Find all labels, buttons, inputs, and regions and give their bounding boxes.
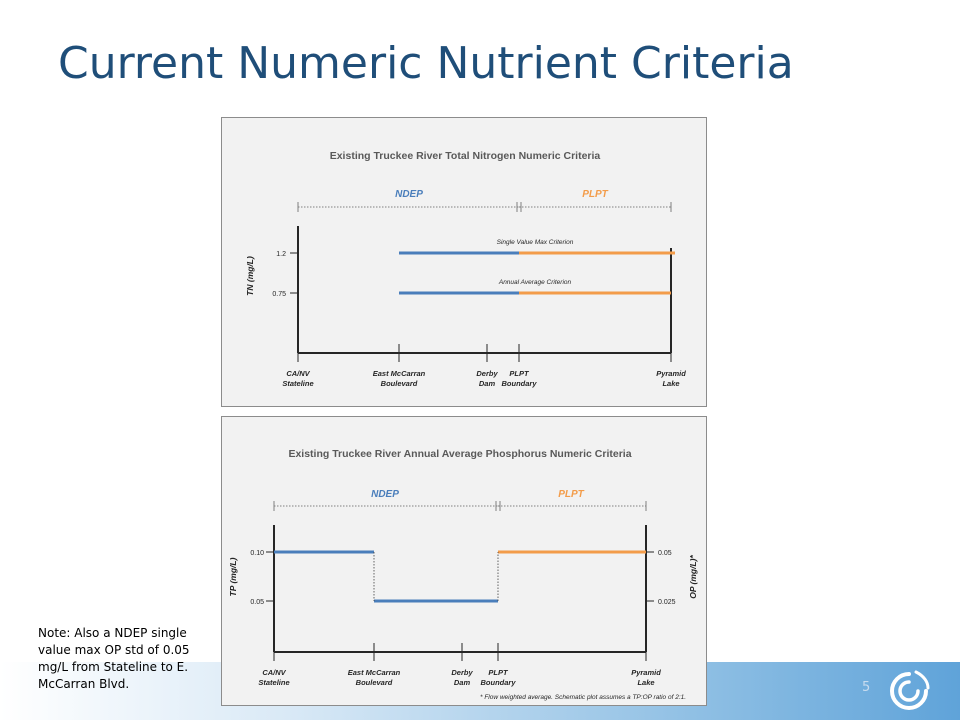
tp-y2-axis-label: OP (mg/L)*: [688, 555, 698, 599]
tn-xtick-label-4: PLPT Boundary: [501, 369, 537, 388]
tp-xtick-label-2: East McCarran Boulevard: [348, 668, 401, 687]
tp-y-axis-label: TP (mg/L): [228, 557, 238, 596]
slide-title: Current Numeric Nutrient Criteria: [58, 38, 794, 89]
tn-ytick-2: 0.75: [272, 291, 286, 298]
tp-ytick-2: 0.05: [250, 599, 264, 606]
slide-number: 5: [862, 680, 871, 695]
tp-series-lines: [274, 550, 646, 603]
logo-icon: [890, 670, 930, 710]
tp-y2tick-1: 0.05: [658, 550, 672, 557]
tn-chart: Existing Truckee River Total Nitrogen Nu…: [245, 150, 686, 388]
tn-series-label-1: Single Value Max Criterion: [497, 239, 574, 246]
tn-series-lines: [399, 251, 675, 295]
tp-segment-plpt: PLPT: [558, 489, 584, 500]
tp-ytick-1: 0.10: [250, 550, 264, 557]
tn-x-ticks: CA/NV Stateline East McCarran Boulevard Derb…: [282, 344, 686, 388]
tp-segment-brackets: [273, 501, 647, 511]
tn-segment-ndep: NDEP: [395, 189, 423, 200]
tp-chart-panel: Existing Truckee River Annual Average Ph…: [221, 416, 707, 706]
tp-chart-title: Existing Truckee River Annual Average Ph…: [288, 448, 631, 460]
tn-segment-brackets: [297, 202, 672, 212]
tp-xtick-label-4: PLPT Boundary: [480, 668, 516, 687]
tp-x-ticks: CA/NV Stateline East McCarran Boulevard Derb…: [258, 643, 661, 687]
tp-xtick-label-1: CA/NV Stateline: [258, 668, 289, 687]
note-text: Note: Also a NDEP single value max OP st…: [38, 626, 190, 691]
tn-series-label-2: Annual Average Criterion: [498, 279, 572, 286]
tn-segment-plpt: PLPT: [582, 189, 608, 200]
tp-xtick-label-5: Pyramid Lake: [631, 668, 661, 687]
tp-chart: Existing Truckee River Annual Average Ph…: [228, 448, 698, 701]
tp-segment-ndep: NDEP: [371, 489, 399, 500]
tn-xtick-label-5: Pyramid Lake: [656, 369, 686, 388]
tn-ytick-1: 1.2: [276, 251, 286, 258]
tp-y2tick-2: 0.025: [658, 599, 676, 606]
tp-footnote: * Flow weighted average. Schematic plot …: [480, 694, 686, 701]
tn-chart-panel: Existing Truckee River Total Nitrogen Nu…: [221, 117, 707, 407]
tn-xtick-label-1: CA/NV Stateline: [282, 369, 313, 388]
tn-xtick-label-3: Derby Dam: [476, 369, 498, 388]
tn-chart-title: Existing Truckee River Total Nitrogen Nu…: [330, 150, 601, 162]
tp-xtick-label-3: Derby Dam: [451, 668, 473, 687]
tn-y-axis-label: TN (mg/L): [245, 256, 255, 296]
tn-xtick-label-2: East McCarran Boulevard: [373, 369, 426, 388]
